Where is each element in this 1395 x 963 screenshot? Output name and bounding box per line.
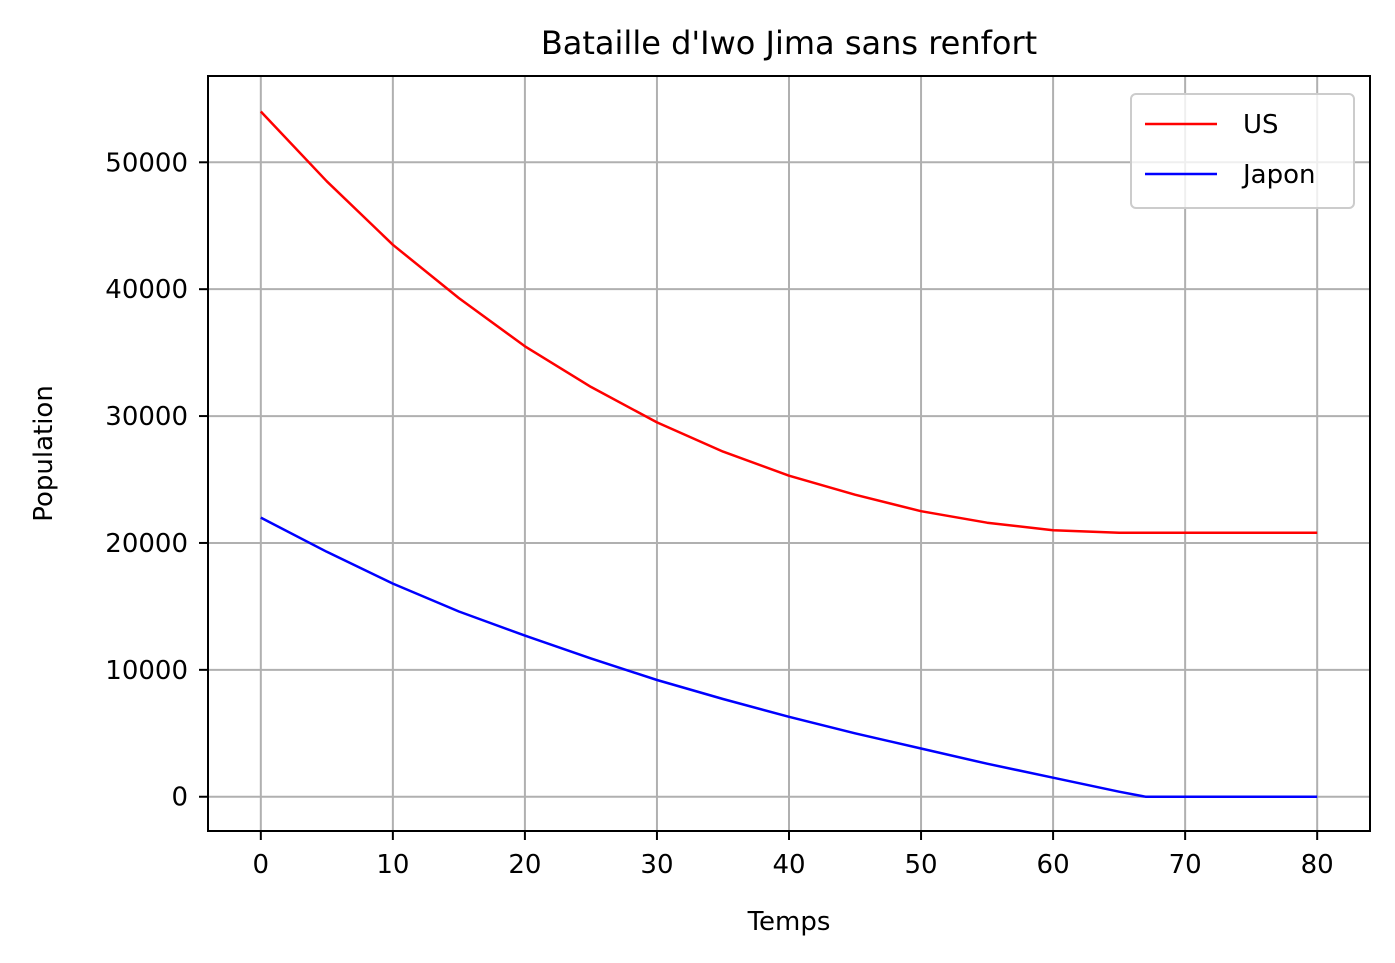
y-axis-title: Population bbox=[29, 385, 59, 522]
grid-lines bbox=[208, 76, 1370, 831]
y-tick-label: 50000 bbox=[105, 148, 188, 178]
legend: US Japon bbox=[1130, 93, 1355, 209]
series-line-japon bbox=[260, 516, 1318, 798]
legend-label-japon: Japon bbox=[1241, 160, 1316, 190]
legend-label-us: US bbox=[1243, 110, 1279, 140]
y-tick-label: 0 bbox=[171, 783, 188, 813]
series-line-us bbox=[259, 110, 1318, 535]
y-tick-label: 30000 bbox=[105, 402, 188, 432]
x-tick-label: 60 bbox=[1037, 850, 1070, 880]
chart-title: Bataille d'Iwo Jima sans renfort bbox=[541, 24, 1037, 62]
y-tick-label: 40000 bbox=[105, 275, 188, 305]
x-tick-label: 80 bbox=[1301, 850, 1334, 880]
x-axis-title: Temps bbox=[747, 907, 831, 937]
x-tick-label: 10 bbox=[376, 850, 409, 880]
x-tick-label: 40 bbox=[772, 850, 805, 880]
legend-box bbox=[1130, 93, 1355, 209]
series-layer bbox=[259, 110, 1318, 798]
y-tick-label: 20000 bbox=[105, 529, 188, 559]
x-tick-label: 20 bbox=[508, 850, 541, 880]
x-tick-label: 30 bbox=[640, 850, 673, 880]
x-tick-label: 70 bbox=[1169, 850, 1202, 880]
x-tick-label: 0 bbox=[253, 850, 270, 880]
x-tick-label: 50 bbox=[904, 850, 937, 880]
axis-ticks: 0 10 20 30 40 50 60 70 80 0 10000 20000 30000 40000 50… bbox=[105, 148, 1333, 880]
y-tick-label: 10000 bbox=[105, 656, 188, 686]
